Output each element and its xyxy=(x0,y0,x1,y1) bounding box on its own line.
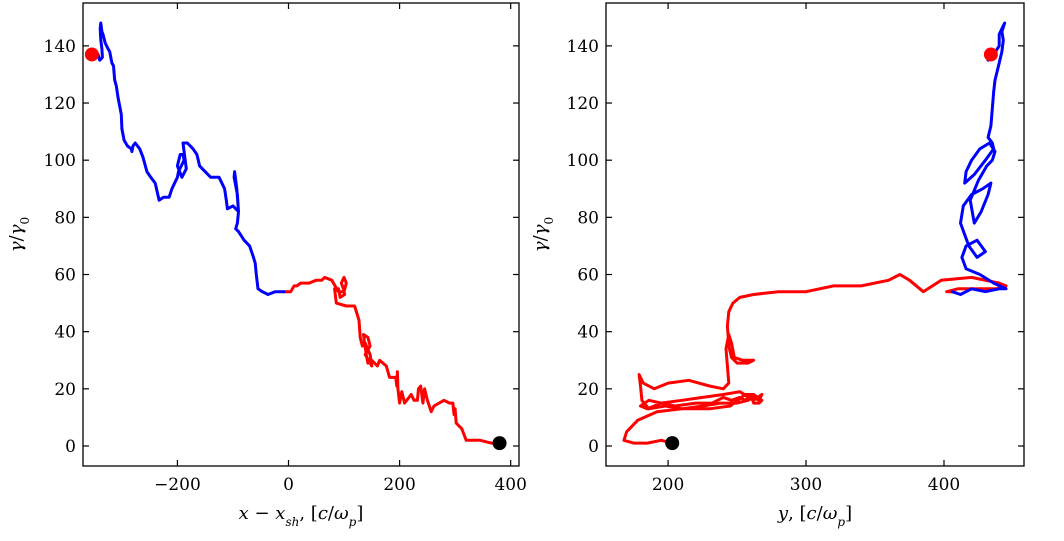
x-axis-label: x − xsh, [c/ωp] xyxy=(239,503,364,529)
endpoint-markers xyxy=(84,47,507,451)
trajectory-lines xyxy=(89,21,502,445)
y-tick-label: 60 xyxy=(54,266,76,286)
trajectory-late xyxy=(89,21,286,296)
right-panel: 200 300 400 0 20 40 60 80 100 120 140 γ/γ0 y, [c/ω… xyxy=(530,2,1025,529)
x-tick-label: 200 xyxy=(652,475,684,495)
trajectory-late xyxy=(950,21,1008,296)
y-tick-label: 140 xyxy=(44,37,76,57)
axis-ticks: −200 0 200 400 0 20 40 60 80 100 120 140 xyxy=(44,3,527,495)
y-tick-label: 0 xyxy=(588,437,599,457)
axis-ticks: 200 300 400 0 20 40 60 80 100 120 140 xyxy=(567,3,1024,495)
start-marker xyxy=(665,436,680,451)
y-tick-label: 20 xyxy=(54,380,76,400)
end-marker xyxy=(84,47,99,62)
x-axis-label: y, [c/ωp] xyxy=(777,503,852,529)
y-tick-label: 100 xyxy=(567,151,599,171)
y-tick-label: 40 xyxy=(54,323,76,343)
y-tick-label: 80 xyxy=(54,208,76,228)
y-tick-label: 120 xyxy=(567,94,599,114)
x-tick-label: 300 xyxy=(790,475,822,495)
y-tick-label: 80 xyxy=(577,208,599,228)
y-tick-label: 40 xyxy=(577,323,599,343)
y-tick-label: 140 xyxy=(567,37,599,57)
endpoint-markers xyxy=(665,47,998,451)
x-tick-label: −200 xyxy=(154,475,201,495)
y-tick-label: 20 xyxy=(577,380,599,400)
y-tick-label: 120 xyxy=(44,94,76,114)
trajectory-lines xyxy=(622,21,1008,445)
x-tick-label: 200 xyxy=(383,475,415,495)
left-panel: −200 0 200 400 0 20 40 60 80 100 120 140 γ/γ0 x − x… xyxy=(6,2,527,529)
y-tick-label: 100 xyxy=(44,151,76,171)
x-tick-label: 400 xyxy=(928,475,960,495)
y-axis-label: γ/γ0 xyxy=(530,217,556,252)
end-marker xyxy=(983,47,998,62)
start-marker xyxy=(492,436,507,451)
y-tick-label: 0 xyxy=(65,437,76,457)
y-tick-label: 60 xyxy=(577,266,599,286)
plot-frame xyxy=(82,2,520,467)
trajectory-early xyxy=(622,273,1008,445)
y-axis-label: γ/γ0 xyxy=(6,217,32,252)
trajectory-early xyxy=(282,275,502,445)
x-tick-label: 0 xyxy=(283,475,294,495)
x-tick-label: 400 xyxy=(494,475,526,495)
plot-frame xyxy=(605,2,1025,467)
